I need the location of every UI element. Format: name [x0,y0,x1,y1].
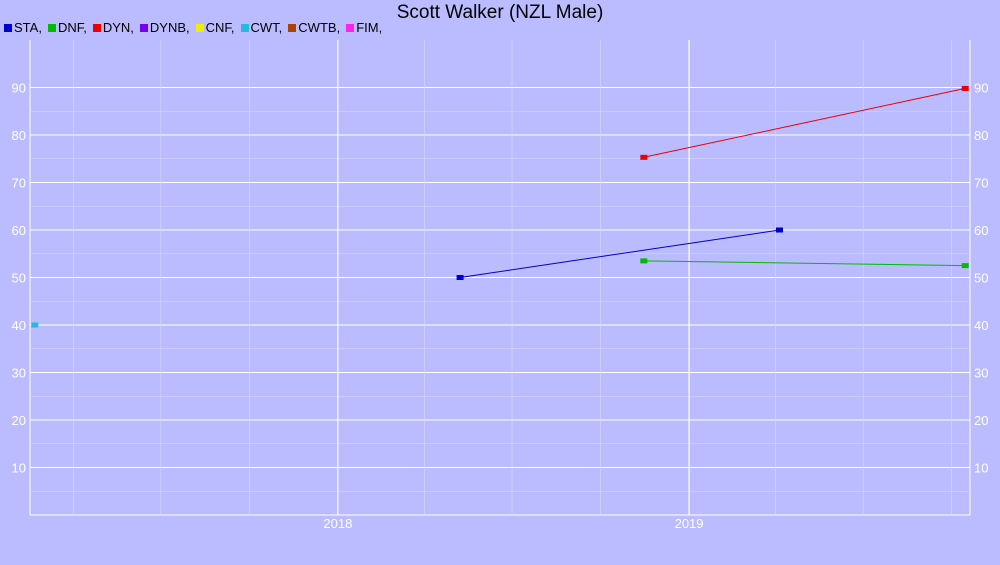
y-tick-label-right: 30 [974,366,988,381]
data-point-sta [775,227,783,233]
y-tick-label-left: 70 [12,176,26,191]
y-tick-label-right: 80 [974,128,988,143]
series-line-sta [460,229,780,278]
legend-item-dyn: DYN, [92,20,134,35]
y-tick-label-right: 90 [974,81,988,96]
y-tick-label-left: 40 [12,318,26,333]
y-tick-label-right: 70 [974,176,988,191]
legend-label: FIM, [356,20,383,35]
legend-item-dnf: DNF, [47,20,87,35]
legend-swatch [240,23,249,32]
y-tick-label-left: 60 [12,223,26,238]
legend-swatch [195,23,204,32]
data-point-dyn [640,154,648,160]
y-tick-label-left: 20 [12,413,26,428]
legend-item-cnf: CNF, [195,20,235,35]
legend-swatch [346,23,355,32]
legend-swatch [92,23,101,32]
series-line-dyn [643,87,966,158]
y-tick-label-left: 50 [12,271,26,286]
legend-label: DNF, [57,20,87,35]
y-tick-label-left: 90 [12,81,26,96]
y-tick-label-right: 50 [974,271,988,286]
legend: STA, DNF, DYN, DYNB, CNF, CWT, CWTB, FIM, [4,20,388,35]
legend-label: CWTB, [298,20,341,35]
legend-item-sta: STA, [4,20,42,35]
legend-label: DYN, [102,20,134,35]
y-tick-label-left: 10 [12,461,26,476]
legend-swatch [4,23,12,32]
legend-label: CWT, [250,20,283,35]
series-line-dnf [643,260,966,267]
y-tick-label-left: 80 [12,128,26,143]
legend-swatch [139,23,148,32]
chart-title: Scott Walker (NZL Male) [396,2,604,23]
y-tick-label-left: 30 [12,366,26,381]
legend-item-dynb: DYNB, [139,20,190,35]
legend-item-cwtb: CWTB, [288,20,340,35]
legend-item-fim: FIM, [346,20,382,35]
data-point-sta [456,275,464,280]
data-point-cwt [31,322,39,328]
y-tick-label-right: 10 [974,461,988,476]
legend-swatch [47,23,56,32]
legend-swatch [288,23,297,32]
data-point-dyn [961,85,969,91]
x-tick-label: 2019 [675,516,704,531]
y-tick-label-right: 60 [974,223,988,238]
legend-item-cwt: CWT, [240,20,283,35]
legend-label: STA, [14,20,42,35]
x-tick-label: 2018 [323,516,352,531]
y-tick-label-right: 40 [974,318,988,333]
data-point-dnf [961,263,969,269]
y-tick-label-right: 20 [974,413,988,428]
legend-label: DYNB, [149,20,190,35]
legend-label: CNF, [205,20,235,35]
data-point-dnf [640,258,648,264]
